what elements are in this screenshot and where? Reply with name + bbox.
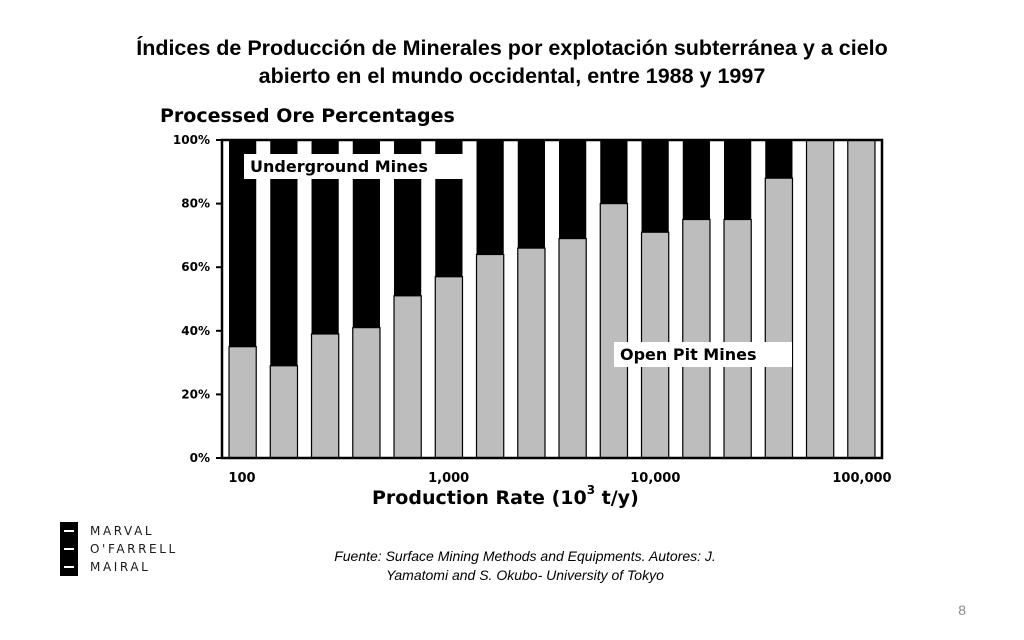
bar-open-pit-4 — [393, 295, 422, 459]
plot-frame — [220, 138, 884, 460]
bars-layer — [228, 139, 876, 459]
bar-open-pit-2 — [310, 333, 340, 459]
bar-underground-8 — [559, 140, 587, 239]
slide-title-line-2: abierto en el mundo occidental, entre 19… — [258, 64, 766, 88]
bar-open-pit-5 — [434, 276, 464, 459]
y-tick-label: 20% — [181, 387, 210, 401]
y-tick-label: 0% — [190, 451, 210, 465]
x-tick-label: 10,000 — [630, 471, 680, 486]
x-axis-label-exponent: 3 — [587, 483, 595, 497]
x-tick-label: 100,000 — [832, 471, 891, 486]
y-axis: 100% 80% 60% 40% 20% 0% — [173, 133, 222, 465]
logo-bar-icon — [60, 540, 78, 558]
bar-open-pit-3 — [352, 327, 381, 459]
bar-open-pit-1 — [269, 365, 299, 459]
bar-underground-10 — [641, 140, 669, 233]
logo-bar-icon — [60, 558, 78, 576]
y-tick-label: 100% — [173, 133, 210, 147]
bar-open-pit-8 — [558, 237, 587, 459]
bar-underground-6 — [476, 140, 504, 255]
y-tick-label: 60% — [181, 260, 210, 274]
logo-bar-icon — [60, 522, 78, 540]
chart-title: Processed Ore Percentages — [160, 105, 455, 127]
bar-open-pit-7 — [517, 247, 546, 459]
bar-underground-7 — [517, 140, 545, 249]
y-tick-label: 40% — [181, 324, 210, 338]
source-citation: Fuente: Surface Mining Methods and Equip… — [300, 547, 750, 585]
bar-underground-13 — [765, 140, 793, 179]
bar-open-pit-13 — [764, 177, 794, 459]
x-axis-label-unit: t/y) — [595, 487, 639, 509]
bar-open-pit-14 — [805, 139, 835, 459]
x-tick-label: 1,000 — [428, 471, 469, 486]
source-line-2: Yamatomi and S. Okubo- University of Tok… — [386, 567, 664, 583]
x-axis-label-main: Production Rate (10 — [372, 487, 587, 509]
bar-open-pit-0 — [228, 346, 257, 459]
x-axis-label: Production Rate (103 t/y) — [372, 483, 639, 509]
bar-open-pit-15 — [847, 139, 876, 459]
bar-open-pit-12 — [723, 218, 752, 459]
bar-underground-12 — [724, 140, 752, 220]
marval-logo: MARVAL O'FARRELL MAIRAL — [60, 522, 178, 576]
open-pit-annotation: Open Pit Mines — [614, 342, 792, 367]
page-number: 8 — [958, 602, 966, 618]
open-pit-annotation-label: Open Pit Mines — [620, 345, 756, 364]
logo-row-3: MAIRAL — [60, 558, 178, 576]
logo-text-2: O'FARRELL — [90, 542, 178, 556]
slide-title-line-1: Índices de Producción de Minerales por e… — [136, 36, 888, 60]
logo-row-2: O'FARRELL — [60, 540, 178, 558]
bar-open-pit-9 — [599, 203, 629, 459]
source-line-1: Fuente: Surface Mining Methods and Equip… — [334, 548, 716, 564]
underground-annotation-label: Underground Mines — [250, 157, 428, 176]
processed-ore-chart: Processed Ore Percentages 100% 80% 60% 40% 2… — [160, 105, 892, 509]
underground-annotation-box — [244, 154, 476, 179]
slide-title: Índices de Producción de Minerales por e… — [60, 34, 964, 90]
x-axis: 100 1,000 10,000 100,000 — [228, 471, 891, 486]
bar-open-pit-11 — [682, 218, 711, 459]
open-pit-annotation-box — [614, 342, 792, 367]
underground-annotation: Underground Mines — [244, 154, 476, 179]
x-tick-label: 100 — [228, 471, 255, 486]
logo-text-3: MAIRAL — [90, 560, 151, 574]
bar-underground-9 — [600, 140, 628, 204]
bar-open-pit-6 — [475, 253, 505, 459]
bar-underground-11 — [682, 140, 710, 220]
logo-text-1: MARVAL — [90, 524, 155, 538]
logo-row-1: MARVAL — [60, 522, 178, 540]
y-tick-label: 80% — [181, 197, 210, 211]
